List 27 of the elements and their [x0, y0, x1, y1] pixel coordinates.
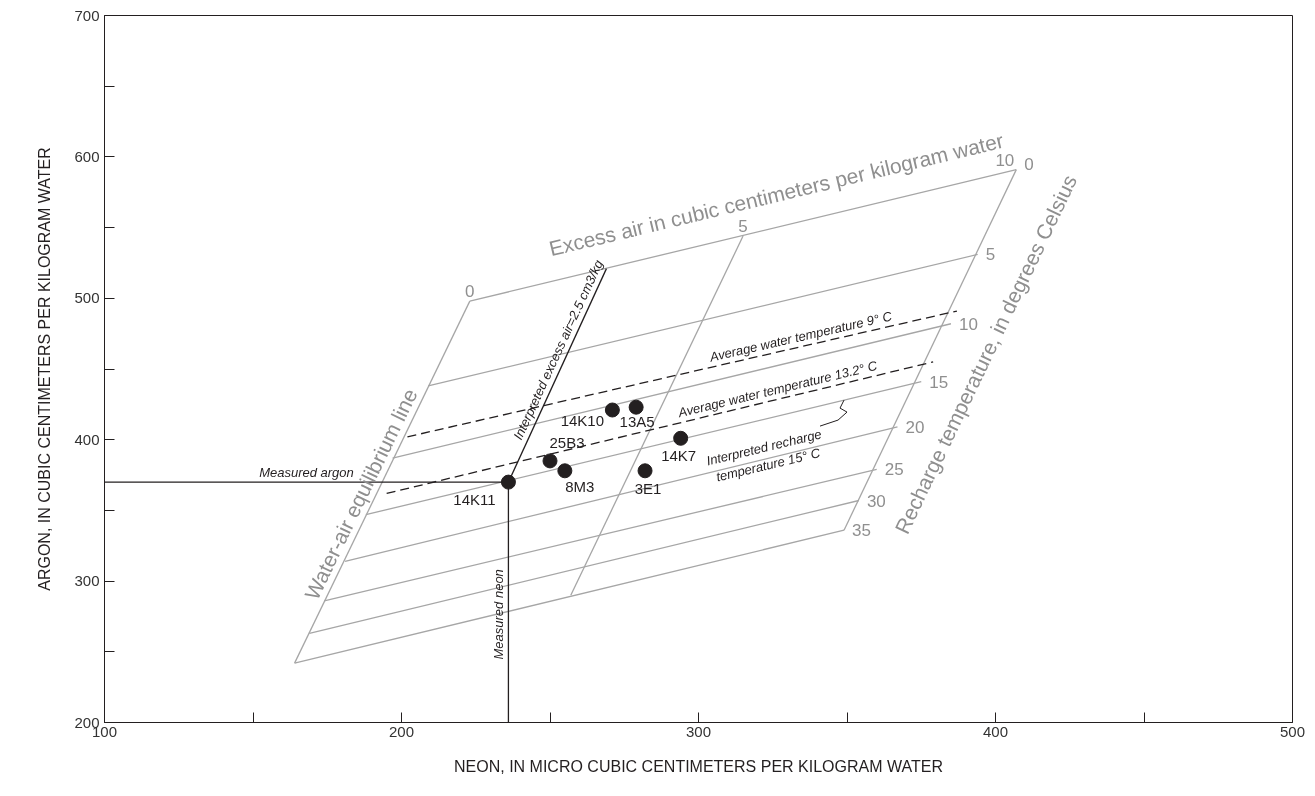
series-label: 8M3	[565, 478, 595, 496]
text: Measured neon	[490, 569, 506, 660]
y-tick-label: 700	[74, 6, 100, 24]
series-label: 25B3	[549, 434, 585, 452]
series-label: 35	[852, 521, 871, 541]
series-label: 14K11	[453, 490, 496, 508]
y-tick-label: 300	[74, 572, 100, 590]
y-tick-label: 400	[74, 430, 100, 448]
series-label: 10	[958, 314, 978, 334]
series-label: 14K7	[661, 446, 697, 464]
y-tick-label: 600	[74, 147, 100, 165]
series-label: 14K10	[560, 411, 605, 429]
series-label: 5	[985, 245, 996, 265]
y-axis-title: ARGON, IN CUBIC CENTIMETERS PER KILOGRAM WATER	[36, 147, 54, 591]
series-label: 13A5	[619, 412, 655, 430]
x-axis-title: NEON, IN MICRO CUBIC CENTIMETERS PER KILOGRAM WATER	[454, 757, 943, 775]
series-label: 5	[738, 217, 748, 237]
x-tick-label: 500	[1279, 722, 1306, 740]
x-tick-label: 300	[685, 722, 712, 740]
y-tick-label: 500	[74, 289, 100, 307]
series-label: 0	[465, 282, 475, 302]
series-label: 3E1	[634, 480, 662, 498]
series-label: 30	[866, 491, 886, 511]
x-tick-label: 400	[982, 722, 1009, 740]
x-tick-label: 200	[388, 722, 415, 740]
series-label: 20	[905, 417, 925, 437]
annotation: 0	[1024, 154, 1034, 174]
